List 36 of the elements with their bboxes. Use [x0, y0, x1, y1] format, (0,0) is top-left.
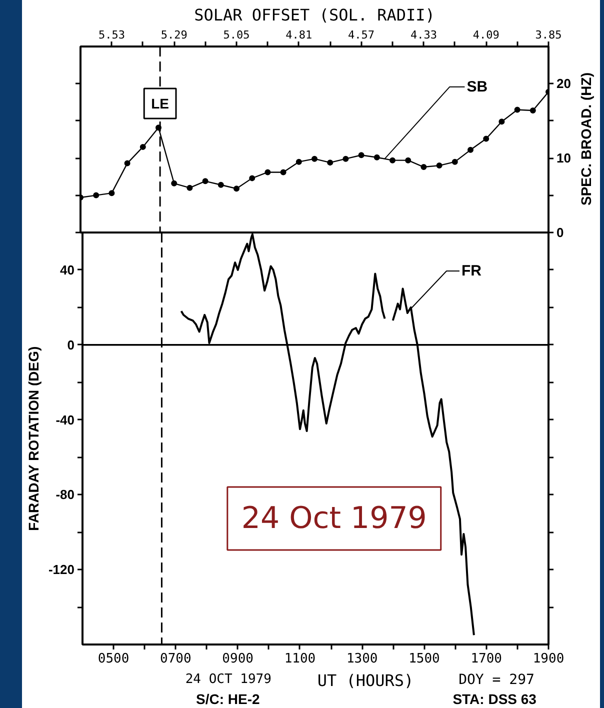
- x-tick-label: 0500: [98, 652, 130, 666]
- y-tick-label: 10: [556, 150, 571, 166]
- x2-tick-label: 5.53: [98, 28, 125, 42]
- y-tick-label: -80: [56, 487, 75, 502]
- x2-tick-label: 4.33: [410, 28, 437, 42]
- x-axis-title: UT (HOURS): [317, 671, 414, 690]
- x2-tick-label: 4.81: [286, 28, 312, 42]
- x-tick-label: 1300: [346, 652, 378, 666]
- x2-tick-label: 5.29: [160, 28, 188, 42]
- y-tick-label: -40: [56, 412, 75, 428]
- series-label: SB: [466, 78, 488, 96]
- y-tick-label: 40: [60, 262, 75, 278]
- x2-axis-title: SOLAR OFFSET (SOL. RADII): [194, 6, 435, 24]
- y-axis-title: FARADAY ROTATION (DEG): [25, 346, 42, 531]
- ref-line-label: LE: [151, 96, 170, 112]
- x-tick-label: 0700: [160, 652, 192, 666]
- x-tick-label: 1100: [284, 652, 316, 666]
- y-tick-label: 20: [556, 76, 571, 92]
- x2-tick-label: 5.05: [223, 28, 250, 42]
- x-tick-label: 1500: [408, 652, 440, 666]
- text: FR: [461, 262, 482, 280]
- text: DOY = 297: [458, 672, 534, 688]
- x-tick-label: 1700: [470, 652, 502, 666]
- x2-tick-label: 4.09: [472, 28, 500, 42]
- x-tick-label: 0900: [222, 652, 254, 666]
- text: STA: DSS 63: [452, 691, 536, 707]
- x-tick-label: 1900: [532, 652, 564, 666]
- y-tick-label: -120: [48, 562, 75, 578]
- x2-tick-label: 3.85: [535, 28, 562, 42]
- y-tick-label: 0: [556, 225, 564, 240]
- y-tick-label: 0: [67, 337, 75, 352]
- annotation: 24 Oct 1979: [241, 501, 427, 536]
- text: 24 OCT 1979: [185, 672, 272, 687]
- y-axis-title: SPEC. BROAD. (HZ): [578, 72, 594, 206]
- x2-tick-label: 4.57: [348, 28, 375, 42]
- text: S/C: HE-2: [196, 691, 260, 707]
